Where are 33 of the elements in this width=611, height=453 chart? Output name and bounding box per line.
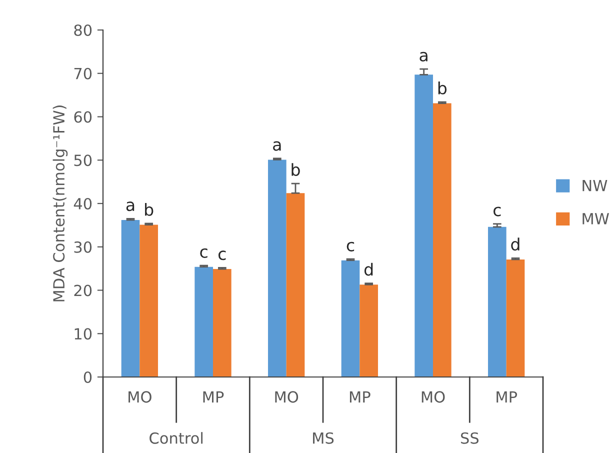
data-label: b (292, 163, 300, 176)
data-label: d (364, 262, 373, 276)
legend-label: NW (582, 180, 608, 192)
x-tick-label: MP (350, 391, 370, 402)
text: MS (313, 432, 334, 444)
y-tick-label: 10 (74, 328, 92, 340)
y-tick-label: 0 (84, 371, 92, 384)
y-tick-label: 60 (74, 111, 92, 123)
y-tick-label: 40 (74, 198, 92, 210)
data-label: c (494, 206, 501, 216)
y-tick-label: 20 (74, 284, 92, 296)
y-tick-label: 50 (74, 154, 92, 166)
data-label: a (420, 52, 428, 62)
x-tick-label: MO (275, 391, 298, 403)
x-tick-label: MP (496, 391, 518, 402)
data-label: a (126, 202, 134, 212)
x-tick-label: MO (422, 391, 445, 403)
y-axis-title: MDA Content(nmolg⁻¹FW) (52, 106, 68, 302)
text: SS (460, 432, 479, 444)
y-tick-label: 80 (74, 24, 92, 36)
data-label: a (273, 141, 281, 151)
data-label: b (438, 82, 447, 94)
legend-label: MW (582, 213, 609, 224)
data-label: d (511, 238, 520, 251)
data-label: c (218, 250, 226, 260)
y-tick-label: 70 (74, 68, 92, 80)
data-label: c (346, 242, 354, 252)
y-tick-label: 30 (74, 241, 92, 253)
data-label: b (145, 202, 154, 216)
data-label: c (200, 248, 208, 258)
x-tick-label: MP (203, 391, 224, 402)
x-tick-label: MO (128, 391, 152, 403)
text: Control (150, 432, 203, 444)
